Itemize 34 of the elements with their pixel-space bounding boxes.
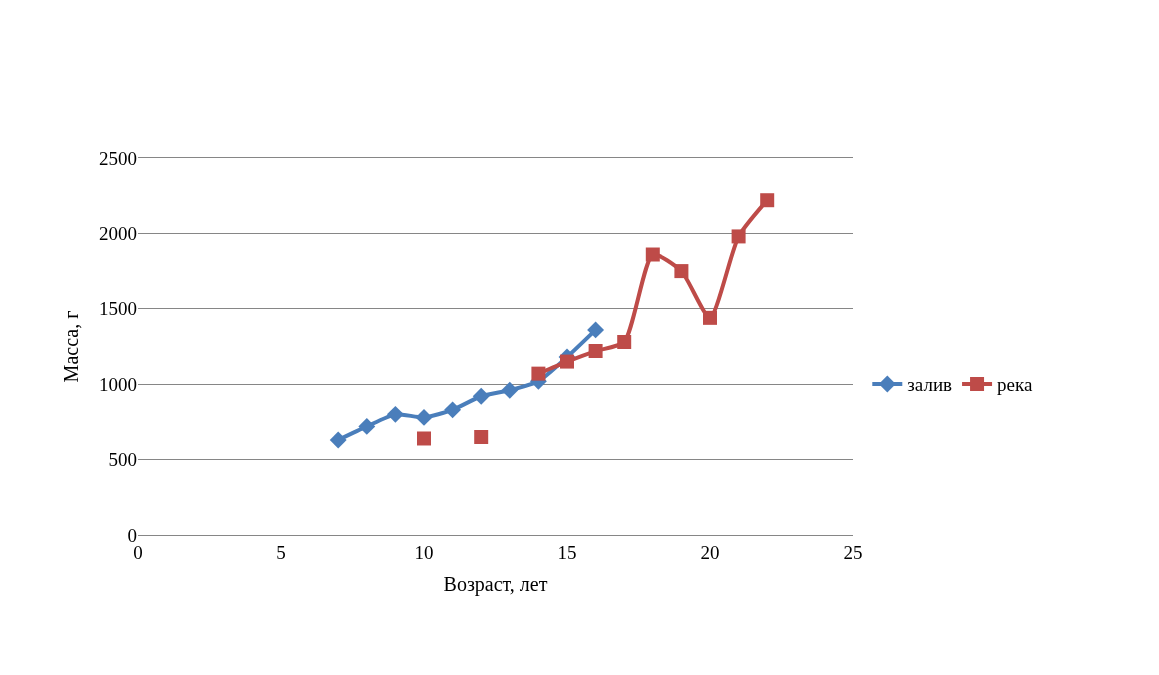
point [415, 408, 433, 426]
point [560, 354, 574, 369]
x-tick-label: 15 [557, 541, 577, 563]
point [472, 387, 490, 405]
point [386, 405, 404, 423]
point [329, 431, 347, 449]
legend-label: залив [907, 374, 953, 396]
legend-label: река [997, 374, 1033, 396]
y-tick-label: 1000 [99, 373, 137, 395]
point [444, 401, 462, 419]
point [531, 366, 546, 381]
point [731, 229, 746, 244]
point [760, 193, 775, 208]
point [674, 264, 689, 279]
point [417, 431, 431, 446]
point [501, 381, 519, 399]
x-tick-label: 10 [414, 541, 434, 563]
point [587, 321, 605, 339]
x-tick-label: 5 [276, 541, 286, 563]
x-tick-label: 20 [700, 541, 720, 563]
point [588, 344, 603, 359]
point [703, 310, 717, 325]
point [474, 429, 489, 444]
point [617, 334, 632, 349]
point [645, 247, 660, 262]
x-tick-label: 25 [843, 541, 863, 563]
y-tick-label: 2500 [99, 147, 137, 169]
y-tick-label: 500 [108, 449, 137, 471]
x-axis-title: Возраст, лет [443, 573, 548, 597]
y-axis-title: Масса, г [59, 310, 82, 383]
y-tick-label: 0 [127, 524, 137, 546]
y-tick-label: 2000 [99, 223, 137, 245]
point [358, 417, 376, 435]
y-tick-label: 1500 [99, 298, 137, 320]
